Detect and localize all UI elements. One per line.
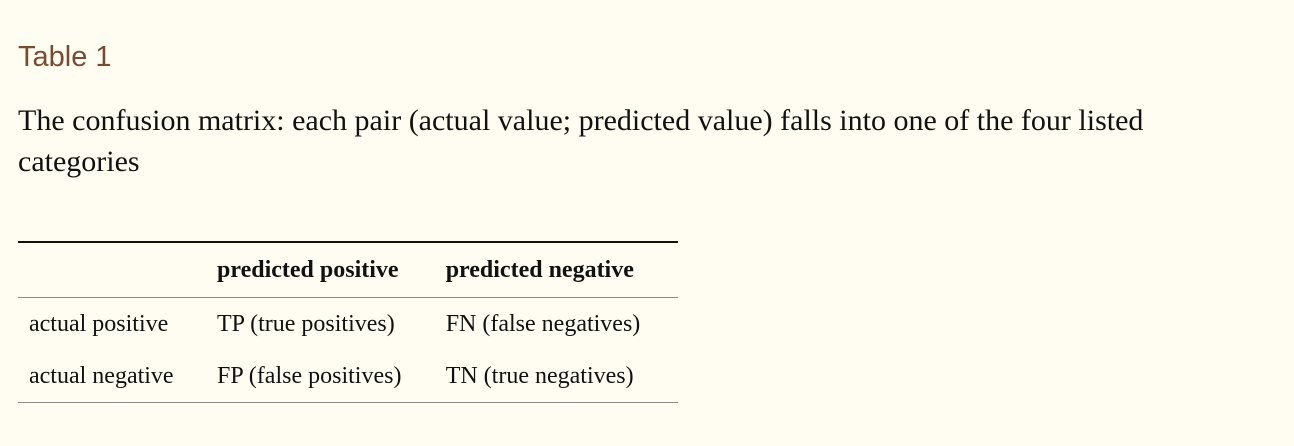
header-row: predicted positive predicted negative bbox=[18, 242, 678, 298]
table-row: actual negative FP (false positives) TN … bbox=[18, 350, 678, 403]
table-header: predicted positive predicted negative bbox=[18, 242, 678, 298]
table-caption: The confusion matrix: each pair (actual … bbox=[18, 104, 1144, 178]
table-label: Table 1 bbox=[18, 41, 112, 73]
cell-false-positives: FP (false positives) bbox=[217, 362, 402, 389]
header-cell-predicted-positive: predicted positive bbox=[217, 256, 399, 283]
cell-true-negatives: TN (true negatives) bbox=[445, 362, 634, 389]
confusion-matrix-table: predicted positive predicted negative ac… bbox=[18, 241, 678, 403]
table-row: actual positive TP (true positives) FN (… bbox=[18, 298, 678, 351]
row-label-actual-positive: actual positive bbox=[29, 310, 169, 337]
cell-true-positives: TP (true positives) bbox=[217, 310, 395, 337]
row-label-actual-negative: actual negative bbox=[29, 362, 174, 389]
table-body: actual positive TP (true positives) FN (… bbox=[18, 298, 678, 403]
header-cell-empty bbox=[18, 242, 209, 298]
cell-false-negatives: FN (false negatives) bbox=[445, 310, 641, 337]
header-cell-predicted-negative: predicted negative bbox=[445, 256, 634, 283]
